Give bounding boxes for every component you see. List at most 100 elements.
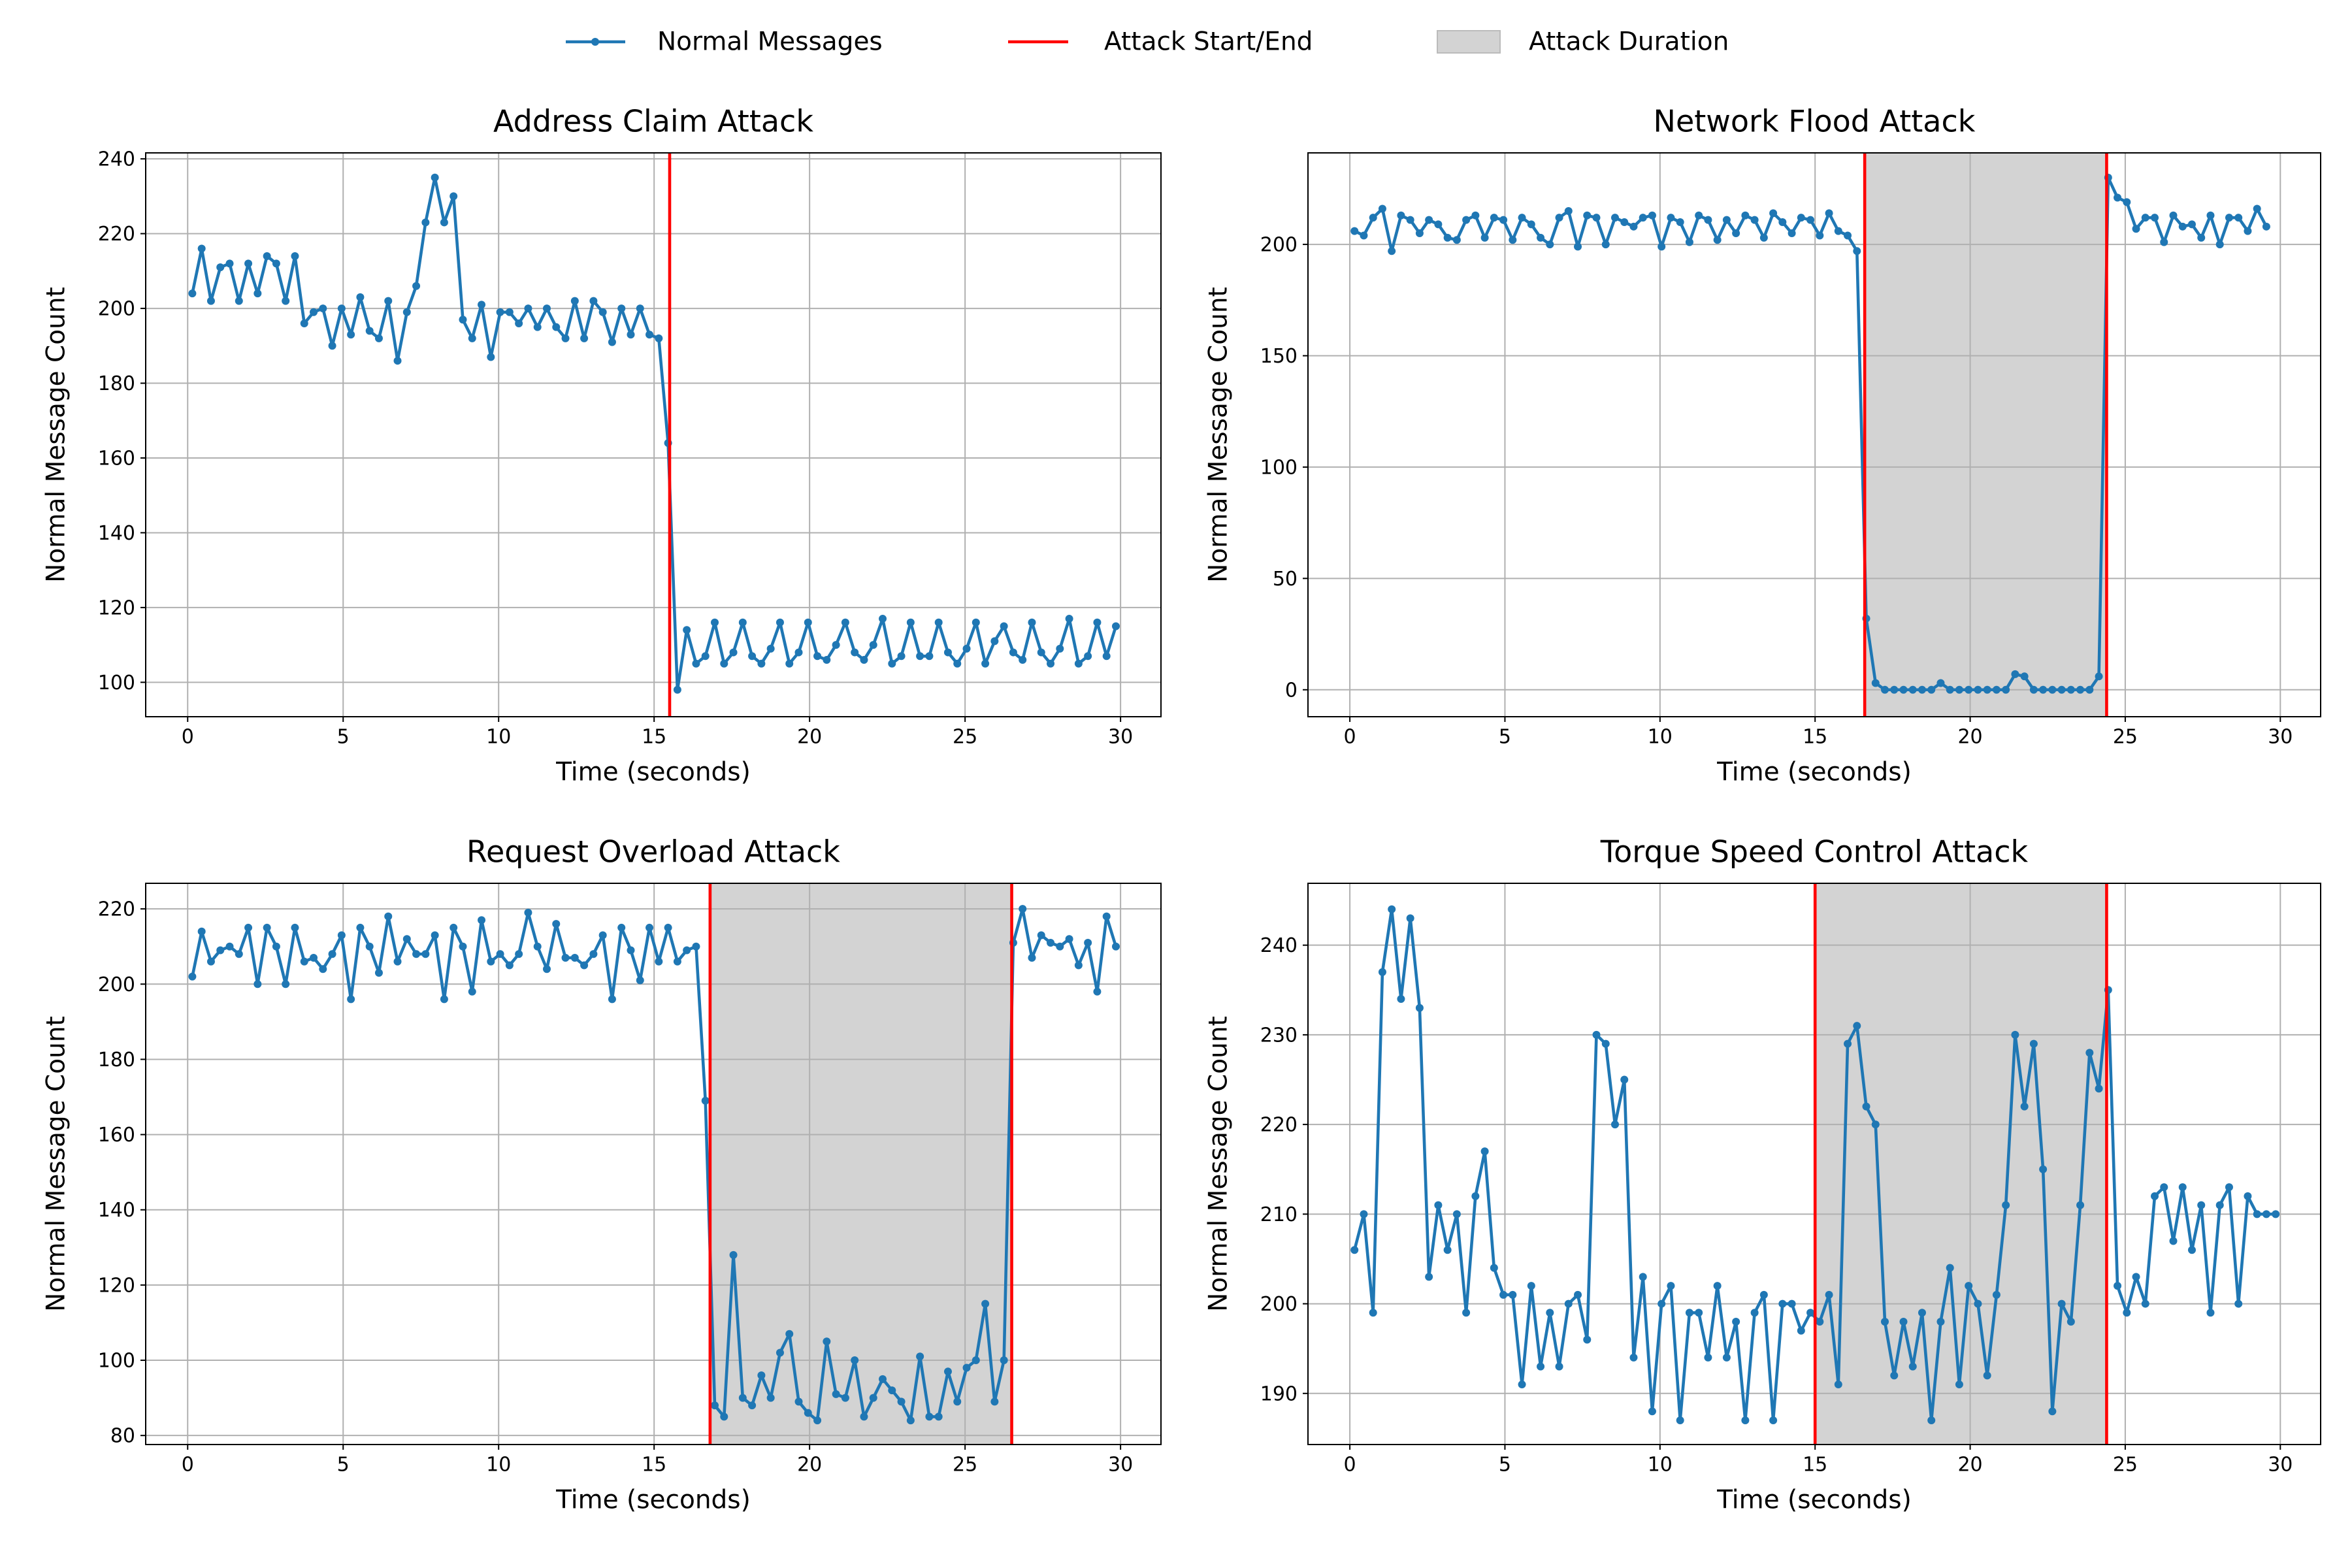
y-tick-label: 230 bbox=[1260, 1024, 1298, 1047]
series-point bbox=[505, 961, 514, 970]
series-point bbox=[879, 1375, 887, 1383]
series-point bbox=[953, 659, 962, 668]
series-point bbox=[636, 976, 644, 985]
x-axis-label: Time (seconds) bbox=[555, 758, 751, 787]
series-point bbox=[515, 950, 523, 958]
x-tick-label: 10 bbox=[486, 1454, 511, 1477]
series-point bbox=[272, 942, 280, 951]
series-point bbox=[785, 659, 794, 668]
y-tick-label: 220 bbox=[98, 898, 135, 921]
series-point bbox=[570, 297, 579, 305]
series-point bbox=[2215, 1201, 2224, 1209]
series-point bbox=[2178, 222, 2187, 231]
series-point bbox=[1871, 679, 1880, 687]
series-point bbox=[1676, 218, 1684, 227]
series-point bbox=[673, 957, 681, 966]
series-point bbox=[1471, 1192, 1480, 1200]
series-point bbox=[2141, 214, 2149, 222]
series-point bbox=[2187, 1246, 2196, 1254]
series-point bbox=[2272, 1210, 2280, 1218]
series-point bbox=[1992, 685, 2001, 694]
series-point bbox=[1019, 905, 1027, 913]
series-point bbox=[1527, 220, 1535, 229]
series-point bbox=[2141, 1299, 2149, 1308]
series-point bbox=[1769, 209, 1778, 218]
series-point bbox=[1797, 1326, 1805, 1335]
x-tick-label: 10 bbox=[1648, 1454, 1673, 1477]
series-point bbox=[1056, 942, 1064, 951]
series-line bbox=[191, 176, 1118, 692]
series-point bbox=[1648, 1407, 1656, 1416]
series-point bbox=[1537, 233, 1545, 242]
series-point bbox=[673, 685, 681, 694]
series-point bbox=[449, 192, 458, 201]
series-point bbox=[1732, 229, 1740, 238]
series-point bbox=[981, 659, 990, 668]
series-point bbox=[206, 957, 215, 966]
series-point bbox=[347, 331, 355, 339]
series-point bbox=[459, 942, 467, 951]
y-tick-label: 120 bbox=[98, 1274, 135, 1297]
series-point bbox=[906, 1416, 915, 1425]
series-point bbox=[478, 301, 486, 309]
series-point bbox=[1983, 1371, 1991, 1380]
series-point bbox=[962, 644, 971, 653]
series-point bbox=[2253, 1210, 2261, 1218]
series-point bbox=[328, 342, 336, 350]
series-point bbox=[627, 331, 635, 339]
x-tick-label: 20 bbox=[1957, 726, 1982, 749]
series-point bbox=[645, 331, 654, 339]
series-point bbox=[757, 1371, 766, 1380]
series-point bbox=[1084, 652, 1092, 661]
series-point bbox=[2039, 1165, 2048, 1173]
y-tick-label: 200 bbox=[1260, 1293, 1298, 1316]
series-point bbox=[319, 965, 327, 973]
series-point bbox=[580, 961, 589, 970]
series-point bbox=[2066, 685, 2075, 694]
series-point bbox=[916, 1352, 924, 1361]
y-tick-label: 210 bbox=[1260, 1203, 1298, 1226]
x-tick-label: 5 bbox=[337, 1454, 350, 1477]
x-tick-label: 30 bbox=[2268, 1454, 2293, 1477]
series-point bbox=[2048, 1407, 2057, 1416]
series-point bbox=[2057, 1299, 2066, 1308]
series-point bbox=[1102, 912, 1111, 921]
series-point bbox=[310, 953, 318, 962]
series-point bbox=[888, 1386, 896, 1395]
series-point bbox=[216, 946, 225, 955]
series-point bbox=[1908, 1362, 1917, 1371]
x-tick-label: 15 bbox=[1803, 726, 1827, 749]
series-point bbox=[1499, 1290, 1508, 1299]
series-point bbox=[1480, 1147, 1489, 1156]
series-point bbox=[2123, 198, 2131, 206]
series-point bbox=[1899, 685, 1908, 694]
series-point bbox=[1881, 685, 1889, 694]
series-point bbox=[1853, 247, 1861, 255]
series-point bbox=[1499, 216, 1508, 224]
series-point bbox=[1350, 227, 1359, 235]
series-point bbox=[683, 946, 691, 955]
series-point bbox=[282, 980, 290, 988]
series-point bbox=[1658, 242, 1666, 251]
series-point bbox=[1704, 216, 1712, 224]
y-tick-label: 140 bbox=[98, 1199, 135, 1222]
series-point bbox=[972, 618, 980, 627]
y-tick-label: 240 bbox=[1260, 934, 1298, 957]
x-axis-label: Time (seconds) bbox=[555, 1486, 751, 1515]
series-point bbox=[990, 1397, 999, 1406]
series-point bbox=[1084, 938, 1092, 947]
series-point bbox=[421, 950, 430, 958]
series-point bbox=[1759, 233, 1768, 242]
series-point bbox=[1480, 233, 1489, 242]
series-point bbox=[1093, 618, 1102, 627]
x-tick-label: 0 bbox=[1344, 726, 1356, 749]
series-point bbox=[1741, 211, 1750, 220]
series-point bbox=[1713, 236, 1722, 244]
series-point bbox=[1713, 1282, 1722, 1290]
y-tick-label: 160 bbox=[98, 447, 135, 470]
series-point bbox=[1443, 1246, 1452, 1254]
series-point bbox=[962, 1364, 971, 1372]
series-point bbox=[2085, 1049, 2094, 1057]
series-point bbox=[356, 923, 365, 932]
